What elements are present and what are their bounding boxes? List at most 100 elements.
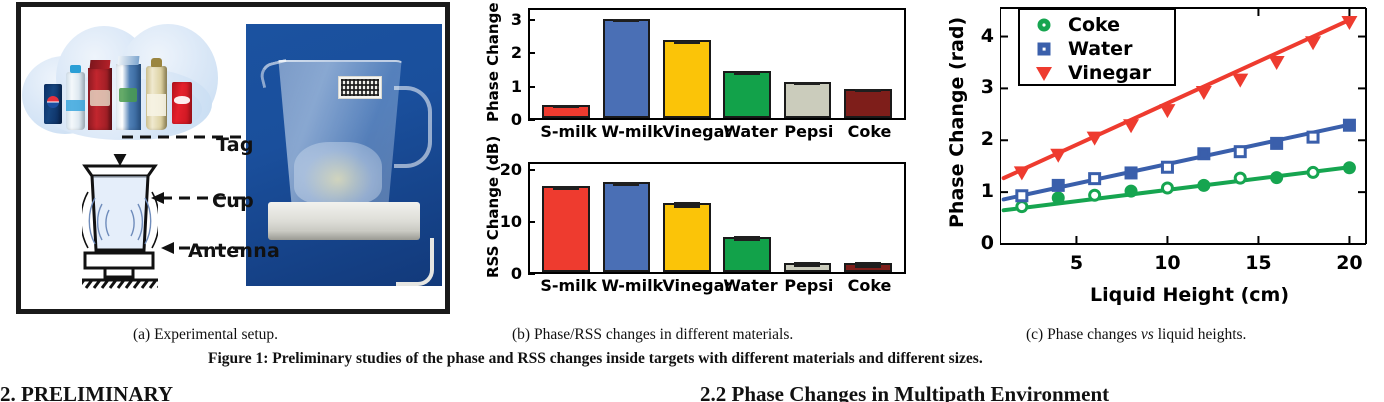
callout-label-cup: Cup bbox=[212, 190, 254, 212]
x-tick-label: Water bbox=[723, 122, 778, 141]
error-bar bbox=[794, 82, 821, 86]
callout-label-antenna: Antenna bbox=[188, 240, 281, 262]
error-bar bbox=[854, 89, 881, 93]
bar-column bbox=[723, 10, 772, 118]
error-bar bbox=[613, 19, 640, 23]
y-tick-label: 20 bbox=[499, 159, 522, 179]
y-tick-label: 2 bbox=[510, 43, 522, 63]
subcaption-b: (b) Phase/RSS changes in different mater… bbox=[512, 326, 794, 343]
x-tick-label: S-milk bbox=[540, 276, 597, 295]
series-vinegar bbox=[1001, 16, 1358, 181]
legend-item-water: Water bbox=[1026, 37, 1168, 61]
x-tick-label: W-milk bbox=[601, 276, 664, 295]
legend-marker-square-icon bbox=[1026, 39, 1062, 59]
x-tick-label: W-milk bbox=[601, 122, 664, 141]
error-bar bbox=[854, 261, 881, 268]
chart-c-plot-area bbox=[1000, 6, 1368, 268]
legend-label: Vinegar bbox=[1068, 62, 1152, 84]
x-tick-label: Coke bbox=[847, 276, 892, 295]
chart-c-svg bbox=[1000, 7, 1367, 245]
bottle-cap-icon bbox=[70, 65, 81, 73]
bar-column bbox=[542, 10, 591, 118]
x-tick-label: Coke bbox=[847, 122, 892, 141]
error-bar bbox=[553, 105, 580, 109]
chart-rss-change-materials: RSS Change (dB) 0 10 20 S-milk W-milk Vinega… bbox=[462, 136, 924, 308]
error-bar bbox=[734, 235, 761, 242]
bar-vinegar bbox=[662, 202, 711, 272]
figure-caption: Figure 1: Preliminary studies of the pha… bbox=[208, 350, 983, 367]
error-bar bbox=[794, 262, 821, 268]
bar-s-milk bbox=[542, 186, 591, 272]
chart-b-top-plot-area bbox=[528, 8, 906, 120]
subcaption-c: (c) Phase changes vs liquid heights. bbox=[1026, 326, 1246, 344]
chart-c-legend: Coke Water Vinegar bbox=[1018, 8, 1176, 86]
bar-column bbox=[843, 10, 892, 118]
bar-w-milk bbox=[602, 181, 651, 272]
series-coke bbox=[1001, 161, 1356, 214]
legend-marker-triangle-down-icon bbox=[1026, 63, 1062, 83]
coke-logo-icon bbox=[174, 96, 190, 104]
x-tick-label: 10 bbox=[1154, 252, 1181, 274]
y-tick-mark bbox=[528, 168, 535, 171]
error-bar bbox=[673, 40, 700, 44]
carton-label-icon bbox=[119, 88, 137, 102]
y-tick-mark bbox=[528, 273, 535, 275]
x-tick-label: S-milk bbox=[540, 122, 597, 141]
bar-column bbox=[602, 164, 651, 272]
y-tick-label: 1 bbox=[510, 76, 522, 96]
antenna-platform-edge-icon bbox=[268, 230, 420, 240]
y-tick-label: 1 bbox=[980, 180, 994, 203]
subcaption-c-pre: (c) Phase changes bbox=[1026, 326, 1141, 343]
error-bar bbox=[613, 181, 640, 186]
callout-label-tag: Tag bbox=[216, 134, 254, 156]
cable-icon bbox=[396, 238, 434, 286]
bar-column bbox=[723, 164, 772, 272]
y-tick-label: 0 bbox=[510, 110, 522, 130]
chart-b-bot-bars bbox=[530, 164, 904, 272]
bar-w-milk bbox=[602, 18, 651, 118]
vinegar-bottle-icon bbox=[146, 58, 167, 130]
bar-column bbox=[542, 164, 591, 272]
error-bar bbox=[673, 202, 700, 209]
bar-column bbox=[783, 10, 832, 118]
bottle-cap-icon bbox=[151, 58, 162, 67]
y-tick-label: 4 bbox=[980, 24, 994, 47]
water-bottle-icon bbox=[66, 65, 85, 130]
series-water bbox=[1001, 118, 1356, 203]
chart-b-bot-plot-area bbox=[528, 162, 906, 274]
x-tick-label: 15 bbox=[1245, 252, 1272, 274]
pepsi-can-icon bbox=[44, 84, 62, 124]
x-tick-label: 20 bbox=[1336, 252, 1363, 274]
bar-column bbox=[662, 10, 711, 118]
legend-label: Coke bbox=[1068, 14, 1121, 36]
panel-c-line-chart: Phase Change (rad) 0 1 2 3 4 5 10 15 20 Liquid H… bbox=[940, 0, 1384, 316]
x-tick-label: Water bbox=[723, 276, 778, 295]
bottle-label-icon bbox=[147, 94, 166, 116]
bar-s-milk bbox=[542, 104, 591, 118]
pitcher-handle-icon bbox=[394, 86, 432, 168]
y-tick-mark bbox=[528, 85, 535, 88]
product-cloud bbox=[22, 16, 227, 146]
y-tick-label: 0 bbox=[510, 264, 522, 284]
bar-pepsi bbox=[783, 81, 832, 118]
skim-milk-carton-icon bbox=[88, 60, 112, 130]
chart-b-top-xlabels: S-milk W-milk Vinegar Water Pepsi Coke bbox=[528, 122, 906, 141]
y-tick-label: 10 bbox=[499, 212, 522, 232]
legend-item-vinegar: Vinegar bbox=[1026, 61, 1168, 85]
carton-label-icon bbox=[90, 90, 110, 106]
y-tick-label: 0 bbox=[980, 231, 994, 254]
coke-can-icon bbox=[172, 82, 192, 124]
bar-column bbox=[662, 164, 711, 272]
chart-b-bot-ylabel: RSS Change (dB) bbox=[484, 135, 502, 278]
section-heading-preliminary: 2. PRELIMINARY bbox=[0, 382, 174, 402]
legend-item-coke: Coke bbox=[1026, 13, 1168, 37]
subcaption-a: (a) Experimental setup. bbox=[133, 326, 279, 343]
chart-b-bot-xlabels: S-milk W-milk Vinegar Water Pepsi Coke bbox=[528, 276, 906, 295]
bar-column bbox=[843, 164, 892, 272]
pepsi-logo-icon bbox=[47, 96, 59, 108]
y-tick-label: 2 bbox=[980, 128, 994, 151]
y-tick-label: 3 bbox=[510, 9, 522, 29]
